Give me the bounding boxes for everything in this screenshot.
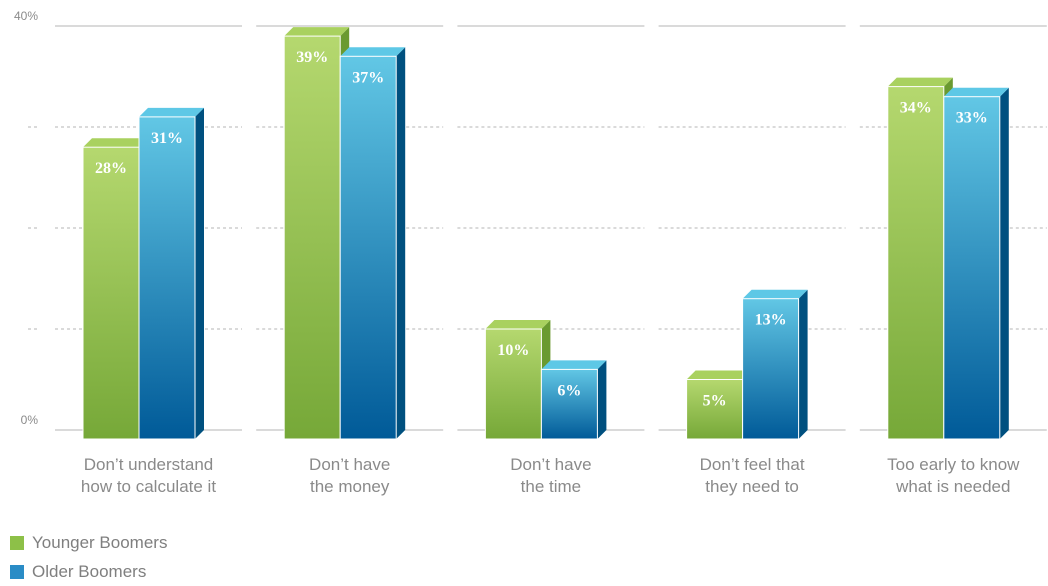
bar-younger-boomers [686,379,744,440]
bar-top [340,47,406,57]
bar-side [999,87,1009,439]
legend-item-younger-boomers: Younger Boomers [10,528,167,557]
bar-top [541,360,607,370]
data-label: 28% [95,160,127,177]
category-label: what is needed [895,477,1010,496]
bar-side [396,47,406,440]
bar-younger-boomers [82,146,140,440]
bar-older-boomers [138,116,196,440]
y-tick-label: 40% [14,9,38,23]
category-label: Don’t have [510,455,591,474]
bar-younger-boomers [283,35,341,440]
bar-chart: 0% 40% 28% 31% Don’t understand how to calcul… [14,9,1047,496]
category-label: Don’t feel that [700,455,805,474]
category-label: how to calculate it [81,477,216,496]
data-label: 5% [703,393,727,410]
bar-side [195,107,204,440]
bar-side [798,289,808,439]
bar-top [887,77,953,87]
data-label: 31% [151,130,183,147]
bar-top [686,370,752,380]
legend: Younger Boomers Older Boomers [10,528,167,586]
category-label: the time [521,477,581,496]
data-label: 37% [352,69,384,86]
legend-label-younger-boomers: Younger Boomers [32,532,168,552]
data-label: 39% [296,49,328,66]
bar-top [139,107,204,117]
bar-top [284,27,350,37]
data-label: 13% [755,312,787,329]
category-label: Don’t have [309,455,390,474]
bar-younger-boomers [887,86,945,440]
bar-side [597,360,607,439]
bar-top [83,138,148,148]
bar-older-boomers [742,298,800,440]
bar-top [943,87,1009,97]
bar-older-boomers [540,368,598,440]
bar-top [742,289,808,299]
legend-label-older-boomers: Older Boomers [32,561,147,581]
legend-swatch-older-boomers [10,564,24,579]
bar-top [485,320,551,329]
data-label: 33% [956,110,988,127]
legend-item-older-boomers: Older Boomers [10,557,167,586]
data-label: 6% [557,382,581,399]
bar-older-boomers [943,96,1001,440]
category-label: Don’t understand [84,455,213,474]
category-label: the money [310,477,390,496]
data-label: 10% [497,342,529,359]
bar-older-boomers [339,55,397,440]
bar-younger-boomers [484,328,542,440]
category-label: Too early to know [887,455,1020,474]
y-tick-label: 0% [21,413,39,427]
data-label: 34% [900,100,932,117]
legend-swatch-younger-boomers [10,535,24,550]
category-label: they need to [705,477,799,496]
